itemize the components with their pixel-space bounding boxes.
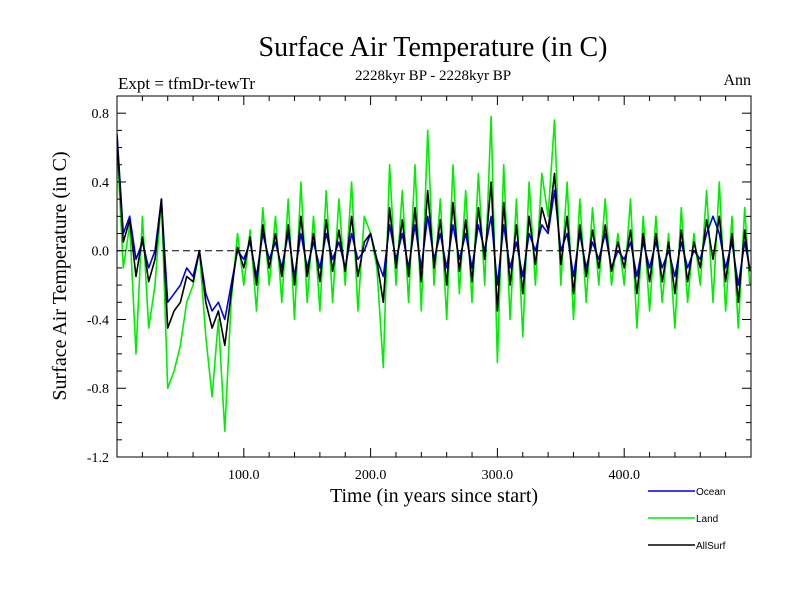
y-tick-label: -0.4	[87, 313, 109, 328]
x-tick-label: 300.0	[482, 468, 514, 483]
series-line-allsurf	[117, 137, 751, 347]
chart-subtitle: 2228kyr BP - 2228kyr BP	[355, 68, 511, 84]
y-tick-label: -0.8	[87, 382, 109, 397]
series-layer	[117, 115, 751, 433]
axis-ticks: 100.0 200.0 300.0 400.0 -1.2 -0.8 -0.4 0.0 0.4 0.…	[87, 95, 751, 483]
chart-title: Surface Air Temperature (in C)	[259, 32, 608, 63]
season-label: Ann	[723, 72, 751, 89]
x-tick-label: 400.0	[608, 468, 640, 483]
x-tick-label: 100.0	[228, 468, 260, 483]
legend-label-ocean: Ocean	[696, 487, 725, 498]
plot-frame	[116, 95, 752, 458]
experiment-label: Expt = tfmDr-tewTr	[118, 74, 255, 93]
y-tick-label: 0.8	[92, 107, 110, 122]
x-axis-label: Time (in years since start)	[330, 485, 538, 507]
series-line-land	[117, 115, 751, 433]
legend-label-allsurf: AllSurf	[696, 541, 726, 552]
legend: Ocean Land AllSurf	[648, 487, 726, 552]
y-tick-label: -1.2	[87, 451, 109, 466]
x-tick-label: 200.0	[355, 468, 387, 483]
legend-label-land: Land	[696, 514, 718, 525]
y-tick-label: 0.4	[92, 176, 110, 191]
y-tick-label: 0.0	[92, 245, 110, 260]
y-axis-label: Surface Air Temperature (in C)	[49, 151, 71, 400]
